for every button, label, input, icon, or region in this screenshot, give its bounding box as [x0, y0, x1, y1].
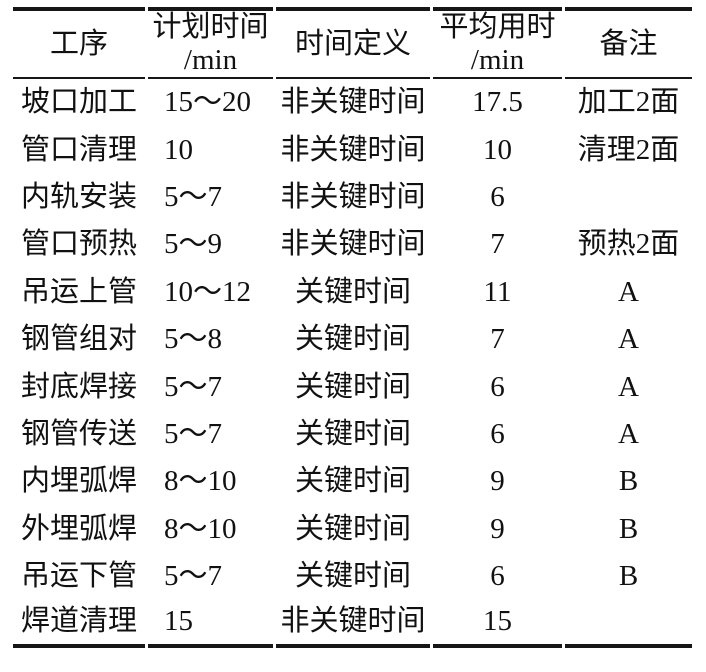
table-row: 焊道清理 15 非关键时间 15	[13, 600, 692, 648]
table-row: 管口清理 10 非关键时间 10 清理2面	[13, 126, 692, 173]
planned-time-cell: 8～10	[164, 512, 237, 545]
planned-time-cell: 5～7	[164, 180, 223, 213]
average-time-cell: 6	[490, 370, 505, 403]
table-row: 吊运上管 10～12 关键时间 11 A	[13, 269, 692, 316]
remark-cell: A	[618, 417, 639, 450]
remark-cell: 清理2面	[577, 133, 680, 166]
col-header-average-time: 平均用时 /min	[433, 7, 562, 79]
remark-cell: B	[618, 512, 639, 545]
remark-cell: 加工2面	[577, 86, 680, 119]
planned-time-cell: 10～12	[164, 275, 252, 308]
table-row: 坡口加工 15～20 非关键时间 17.5 加工2面	[13, 79, 692, 126]
average-time-cell: 15	[433, 600, 562, 648]
planned-time-cell: 8～10	[164, 465, 237, 498]
planned-time-cell: 15～20	[164, 86, 252, 119]
table-row: 钢管传送 5～7 关键时间 6 A	[13, 411, 692, 458]
definition-cell: 关键时间	[294, 275, 411, 308]
col-header-remark-label: 备注	[599, 27, 658, 60]
process-cell: 内埋弧焊	[20, 465, 137, 498]
average-time-cell: 11	[483, 275, 512, 308]
definition-cell: 关键时间	[294, 465, 411, 498]
definition-cell: 非关键时间	[280, 180, 426, 213]
col-header-process: 工序	[13, 7, 145, 79]
remark-cell	[565, 174, 692, 221]
definition-cell: 非关键时间	[276, 600, 430, 648]
process-cell: 外埋弧焊	[20, 512, 137, 545]
process-cell: 钢管组对	[20, 323, 137, 356]
process-cell: 钢管传送	[20, 417, 137, 450]
table-row: 封底焊接 5～7 关键时间 6 A	[13, 363, 692, 410]
remark-cell: 预热2面	[577, 228, 680, 261]
process-cell: 吊运上管	[20, 275, 137, 308]
table-row: 内轨安装 5～7 非关键时间 6	[13, 174, 692, 221]
average-time-cell: 17.5	[472, 86, 523, 119]
average-time-cell: 6	[490, 180, 505, 213]
average-time-cell: 9	[490, 512, 505, 545]
average-time-cell: 6	[490, 560, 505, 593]
average-time-cell: 7	[490, 228, 505, 261]
definition-cell: 关键时间	[294, 560, 411, 593]
table-body: 坡口加工 15～20 非关键时间 17.5 加工2面管口清理 10 非关键时间 10 清理2面内…	[13, 79, 692, 648]
table-row: 外埋弧焊 8～10 关键时间 9 B	[13, 506, 692, 553]
col-header-planned-time-label: 计划时间	[152, 11, 269, 43]
definition-cell: 关键时间	[294, 512, 411, 545]
planned-time-cell: 5～7	[164, 560, 223, 593]
average-time-cell: 9	[490, 465, 505, 498]
process-cell: 管口预热	[20, 228, 137, 261]
col-header-average-time-unit: /min	[470, 44, 525, 76]
definition-cell: 关键时间	[294, 323, 411, 356]
planned-time-cell: 15	[148, 600, 273, 648]
table-row: 管口预热 5～9 非关键时间 7 预热2面	[13, 221, 692, 268]
remark-cell: B	[618, 465, 639, 498]
process-cell: 吊运下管	[20, 560, 137, 593]
remark-cell: A	[618, 275, 639, 308]
col-header-remark: 备注	[565, 7, 692, 79]
planned-time-cell: 10	[164, 133, 193, 166]
definition-cell: 非关键时间	[280, 86, 426, 119]
definition-cell: 关键时间	[294, 417, 411, 450]
table-row: 钢管组对 5～8 关键时间 7 A	[13, 316, 692, 363]
planned-time-cell: 5～7	[164, 370, 223, 403]
header-row: 工序 计划时间 /min 时间定义 平均用时 /min 备注	[13, 7, 692, 79]
planned-time-cell: 5～7	[164, 417, 223, 450]
col-header-average-time-label: 平均用时	[439, 11, 556, 43]
process-cell: 内轨安装	[20, 180, 137, 213]
col-header-time-definition: 时间定义	[276, 7, 430, 79]
col-header-process-label: 工序	[49, 27, 108, 60]
planned-time-cell: 5～8	[164, 323, 223, 356]
col-header-planned-time-unit: /min	[183, 44, 238, 76]
col-header-planned-time: 计划时间 /min	[148, 7, 273, 79]
planned-time-cell: 5～9	[164, 228, 223, 261]
definition-cell: 非关键时间	[280, 228, 426, 261]
definition-cell: 非关键时间	[280, 133, 426, 166]
process-cell: 封底焊接	[20, 370, 137, 403]
average-time-cell: 7	[490, 323, 505, 356]
process-cell: 管口清理	[20, 133, 137, 166]
remark-cell: A	[618, 370, 639, 403]
process-cell: 坡口加工	[20, 86, 137, 119]
table-row: 吊运下管 5～7 关键时间 6 B	[13, 553, 692, 600]
process-cell: 焊道清理	[13, 600, 145, 648]
remark-cell: B	[618, 560, 639, 593]
average-time-cell: 6	[490, 417, 505, 450]
process-time-table: 工序 计划时间 /min 时间定义 平均用时 /min 备注 坡口加工 15～20…	[10, 7, 695, 648]
average-time-cell: 10	[483, 133, 512, 166]
remark-cell: A	[618, 323, 639, 356]
col-header-time-definition-label: 时间定义	[294, 27, 411, 60]
table-row: 内埋弧焊 8～10 关键时间 9 B	[13, 458, 692, 505]
remark-cell	[565, 600, 692, 648]
definition-cell: 关键时间	[294, 370, 411, 403]
